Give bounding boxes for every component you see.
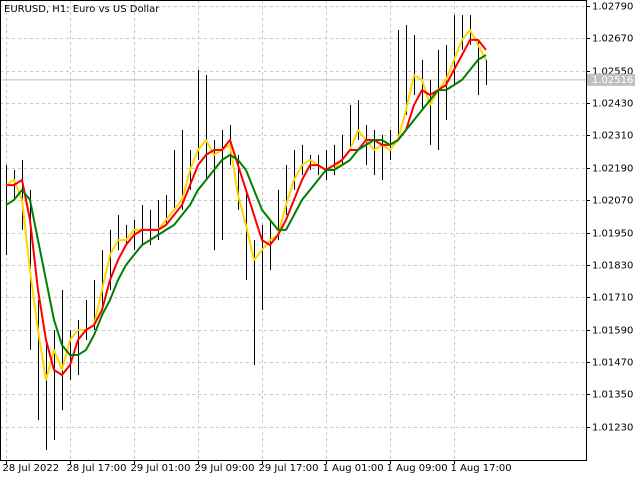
y-tick-label: 1.01470 (592, 358, 633, 369)
y-tick-label: 1.02790 (592, 2, 633, 13)
y-tick-label: 1.02070 (592, 196, 633, 207)
y-tick-label: 1.02190 (592, 164, 633, 175)
y-tick-label: 1.01830 (592, 261, 633, 272)
axes: 1.02790 1.02670 1.02550 1.02430 1.02310 1.021… (3, 2, 635, 474)
y-tick-label: 1.01350 (592, 390, 633, 401)
x-tick-label: 28 Jul 2022 (3, 463, 60, 474)
plot-frame (0, 0, 587, 461)
y-tick-label: 1.02430 (592, 99, 633, 110)
current-price-label: 1.02516 (592, 75, 633, 86)
x-tick-label: 29 Jul 17:00 (259, 463, 319, 474)
y-tick-label: 1.01230 (592, 423, 633, 434)
y-tick-label: 1.02670 (592, 34, 633, 45)
x-tick-label: 29 Jul 09:00 (195, 463, 255, 474)
current-price-box (587, 73, 635, 86)
x-tick-label: 29 Jul 01:00 (131, 463, 191, 474)
y-tick-label: 1.01590 (592, 326, 633, 337)
x-tick-label: 1 Aug 09:00 (387, 463, 448, 474)
x-tick-label: 1 Aug 17:00 (451, 463, 512, 474)
y-tick-label: 1.02550 (592, 67, 633, 78)
y-tick-label: 1.01710 (592, 293, 633, 304)
x-tick-label: 1 Aug 01:00 (323, 463, 384, 474)
plot (5, 15, 487, 451)
y-tick-label: 1.02310 (592, 131, 633, 142)
ma-line (5, 54, 487, 357)
chart-title: EURUSD, H1: Euro vs US Dollar (4, 4, 160, 15)
x-tick-label: 28 Jul 17:00 (67, 463, 127, 474)
y-tick-label: 1.01950 (592, 229, 633, 240)
